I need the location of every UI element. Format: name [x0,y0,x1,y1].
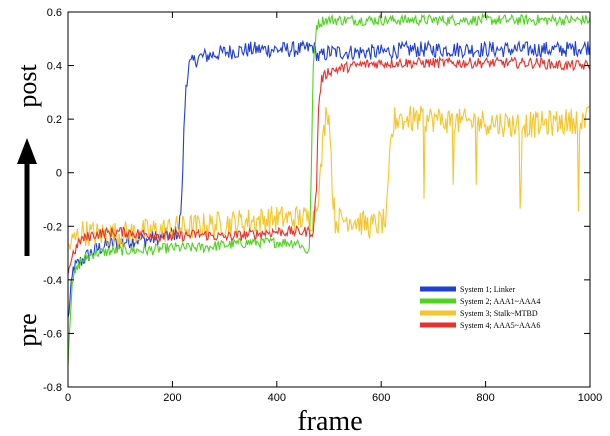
series-layer [67,12,591,366]
series-line-4 [67,55,591,275]
x-tick-label: 600 [372,392,390,404]
x-tick-label: 200 [163,392,181,404]
axis-layer: 0 200 400 600 800 1000 -0.8 -0.6 -0.4 -0.2 0 0.2 0.4… [43,7,602,404]
legend-label: System 2; AAA1~AAA4 [460,297,540,306]
x-axis-title: frame [297,406,362,436]
legend-label: System 3; Stalk~MTBD [460,309,538,318]
y-axis-label-pre: pre [13,313,42,346]
x-tick-label: 0 [65,392,71,404]
y-tick-label: -0.4 [43,275,62,287]
y-tick-label: -0.2 [43,221,62,233]
x-tick-label: 800 [476,392,494,404]
y-tick-label: -0.8 [43,382,62,394]
y-tick-label: 0.2 [47,114,62,126]
x-tick-label: 1000 [578,392,602,404]
y-tick-label: -0.6 [43,328,62,340]
legend-label: System 1; Linker [460,285,515,294]
up-arrow-icon [17,138,37,256]
series-line-2 [67,12,591,366]
plot-frame [67,11,591,388]
y-tick-label: 0.4 [47,61,62,73]
y-axis-label-post: post [13,64,42,108]
y-tick-label: 0 [56,168,62,180]
x-tick-label: 400 [268,392,286,404]
legend: System 1; Linker System 2; AAA1~AAA4 Syste… [420,285,540,330]
series-line-1 [67,39,591,318]
series-line-3 [67,105,591,250]
legend-label: System 4; AAA5~AAA6 [460,321,540,330]
y-tick-label: 0.6 [47,7,62,19]
